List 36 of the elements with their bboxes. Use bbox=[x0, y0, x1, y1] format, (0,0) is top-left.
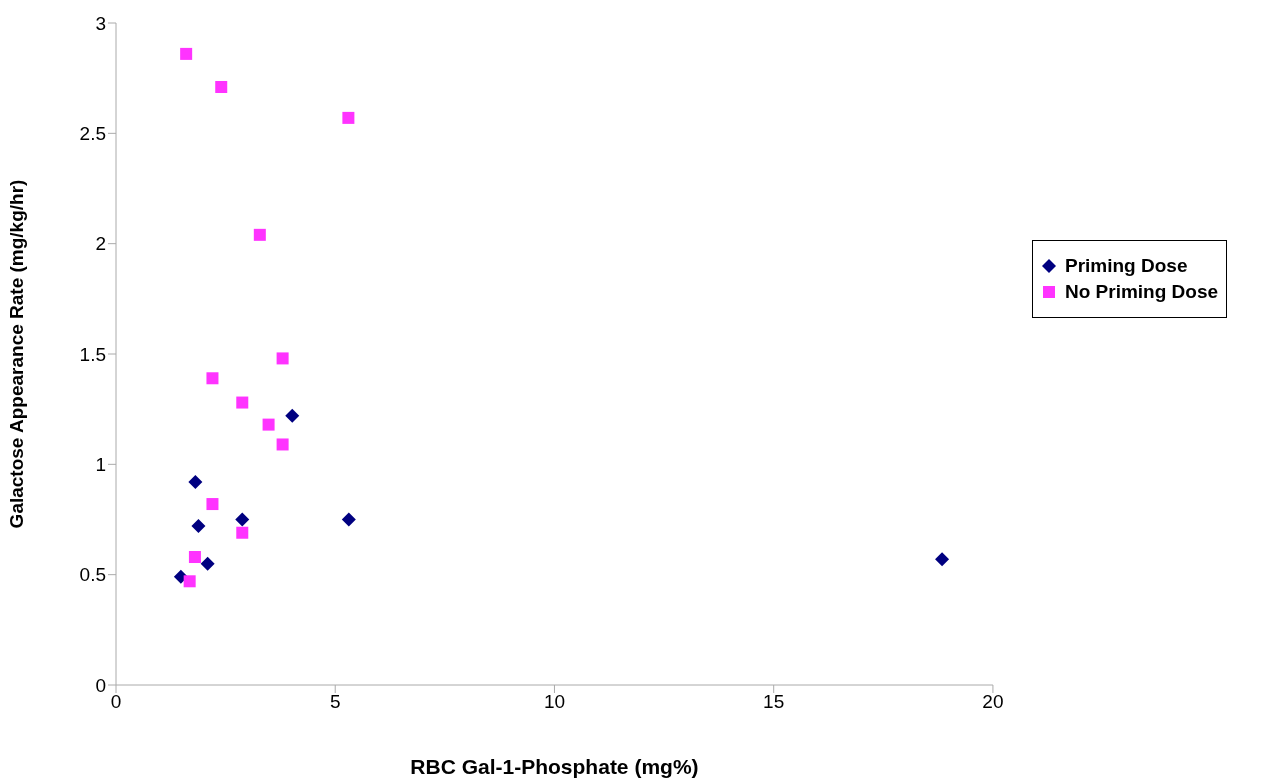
point bbox=[191, 519, 206, 534]
point bbox=[180, 47, 193, 60]
point bbox=[188, 551, 201, 564]
x-axis-title: RBC Gal-1-Phosphate (mg%) bbox=[410, 755, 699, 778]
point bbox=[935, 552, 950, 567]
point bbox=[188, 474, 203, 489]
point bbox=[236, 396, 249, 409]
legend-label: Priming Dose bbox=[1065, 255, 1188, 277]
point bbox=[341, 512, 356, 527]
x-tick-label: 20 bbox=[982, 691, 1004, 713]
point bbox=[235, 512, 250, 527]
x-tick-label: 10 bbox=[543, 691, 566, 713]
x-tick-label: 15 bbox=[763, 691, 785, 713]
point bbox=[262, 418, 275, 431]
y-tick-label: 0 bbox=[95, 674, 106, 696]
point bbox=[215, 80, 228, 93]
point bbox=[276, 352, 289, 365]
point bbox=[200, 556, 215, 571]
point bbox=[236, 526, 249, 539]
point bbox=[206, 372, 219, 385]
y-tick-label: 1.5 bbox=[79, 343, 106, 365]
legend-label: No Priming Dose bbox=[1065, 281, 1219, 303]
x-tick-label: 0 bbox=[110, 691, 122, 713]
x-tick-label: 5 bbox=[329, 691, 341, 713]
point bbox=[206, 498, 219, 511]
y-axis-title: Galactose Appearance Rate (mg/kg/hr) bbox=[5, 179, 27, 529]
y-tick-label: 2 bbox=[95, 233, 106, 255]
point bbox=[342, 111, 355, 124]
point bbox=[285, 408, 300, 423]
y-tick-label: 2.5 bbox=[79, 123, 106, 145]
y-tick-label: 1 bbox=[95, 454, 106, 476]
point bbox=[253, 228, 266, 241]
point bbox=[276, 438, 289, 451]
y-tick-label: 0.5 bbox=[79, 564, 106, 586]
y-tick-label: 3 bbox=[95, 12, 106, 34]
point bbox=[183, 575, 196, 588]
